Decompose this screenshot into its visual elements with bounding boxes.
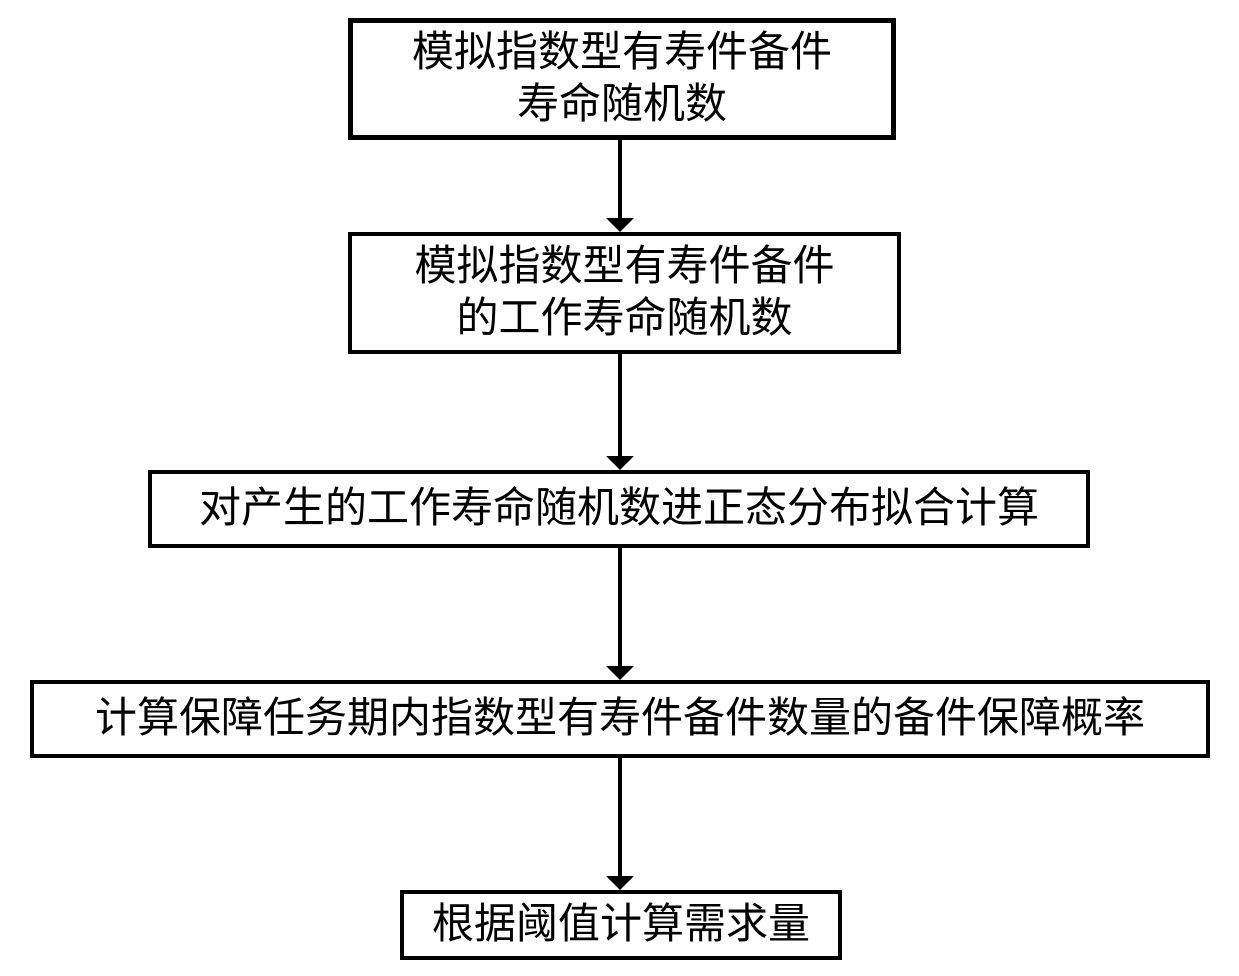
flow-node-n3: 对产生的工作寿命随机数进正态分布拟合计算: [148, 470, 1090, 548]
flow-arrow-head: [606, 456, 634, 470]
flow-node-label: 对产生的工作寿命随机数进正态分布拟合计算: [199, 483, 1039, 536]
flow-arrow-line: [618, 548, 622, 666]
flow-node-n1: 模拟指数型有寿件备件 寿命随机数: [348, 18, 896, 140]
flow-node-n4: 计算保障任务期内指数型有寿件备件数量的备件保障概率: [30, 680, 1210, 758]
flow-node-n2: 模拟指数型有寿件备件 的工作寿命随机数: [348, 232, 901, 354]
flow-arrow-head: [606, 876, 634, 890]
flow-arrow-line: [618, 140, 622, 218]
flow-node-label: 计算保障任务期内指数型有寿件备件数量的备件保障概率: [95, 693, 1145, 746]
flow-node-label: 模拟指数型有寿件备件 的工作寿命随机数: [414, 241, 834, 346]
flow-arrow-head: [606, 218, 634, 232]
flowchart-canvas: 模拟指数型有寿件备件 寿命随机数模拟指数型有寿件备件 的工作寿命随机数对产生的工…: [0, 0, 1239, 976]
flow-arrow-line: [618, 354, 622, 456]
flow-arrow-line: [618, 758, 622, 876]
flow-node-label: 根据阈值计算需求量: [432, 899, 810, 952]
flow-node-n5: 根据阈值计算需求量: [400, 890, 842, 960]
flow-arrow-head: [606, 666, 634, 680]
flow-node-label: 模拟指数型有寿件备件 寿命随机数: [412, 27, 832, 132]
